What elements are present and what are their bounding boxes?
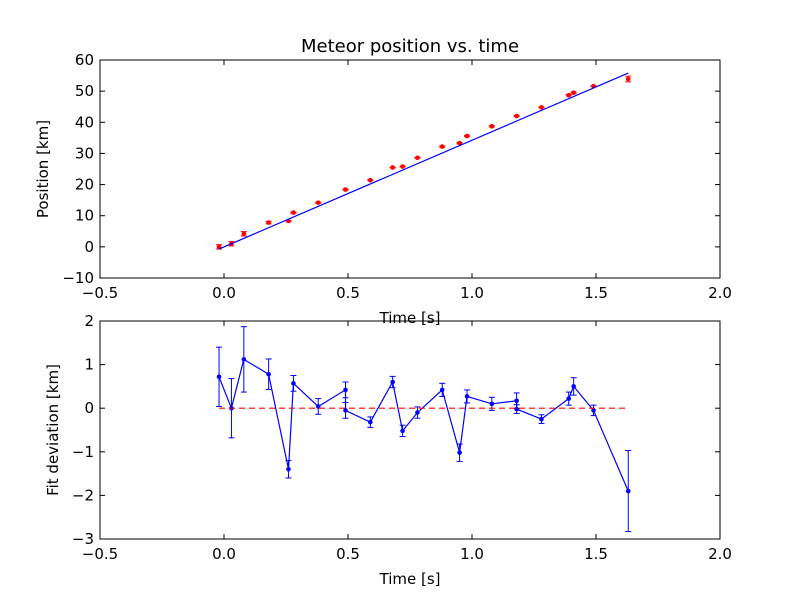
position-point (514, 113, 519, 119)
deviation-point (216, 374, 222, 380)
position-point (315, 200, 321, 205)
deviation-point (464, 394, 470, 399)
position-point (343, 187, 348, 192)
deviation-point (400, 428, 405, 434)
position-point (368, 177, 373, 183)
deviation-line (218, 358, 629, 492)
deviation-point (266, 371, 271, 377)
deviation-point (514, 398, 519, 404)
position-point (439, 144, 445, 149)
deviation-point (343, 387, 348, 393)
position-chart-x-label: Time [s] (379, 309, 441, 327)
deviation-chart-plot-area (216, 326, 632, 533)
deviation-point (439, 387, 445, 393)
position-point (415, 155, 420, 161)
position-chart: Meteor position vs. time −0.5 0.0 0.5 1.0 1.… (34, 36, 732, 327)
position-point (400, 164, 405, 169)
position-chart-x-ticks: −0.5 0.0 0.5 1.0 1.5 2.0 (82, 60, 732, 302)
deviation-chart-y-label: Fit deviation [km] (44, 364, 62, 496)
deviation-point (368, 419, 373, 425)
deviation-point (571, 384, 576, 389)
position-point (464, 133, 470, 139)
position-chart-y-tick-label: 0 (84, 238, 94, 256)
position-chart-y-tick-label: −10 (62, 269, 94, 287)
deviation-point (539, 416, 544, 422)
position-chart-y-label: Position [km] (34, 120, 52, 218)
deviation-point (514, 406, 519, 412)
deviation-chart-y-tick-label: −2 (72, 486, 94, 504)
position-chart-title: Meteor position vs. time (301, 36, 519, 57)
deviation-point (457, 450, 462, 455)
position-chart-x-tick-label: 1.0 (460, 284, 484, 302)
deviation-point (625, 488, 631, 494)
position-point (266, 220, 271, 225)
position-chart-y-tick-label: 30 (75, 144, 94, 162)
deviation-chart-x-tick-label: 0.5 (336, 545, 360, 563)
deviation-chart: −0.5 0.0 0.5 1.0 1.5 2.0 −3 −2 −1 0 1 2 Time [s] F… (44, 312, 732, 588)
position-point (291, 210, 296, 215)
position-chart-y-tick-label: 50 (75, 82, 94, 100)
deviation-point (415, 410, 420, 415)
position-chart-y-tick-label: 10 (75, 207, 94, 225)
deviation-chart-x-label: Time [s] (379, 570, 441, 588)
deviation-chart-x-tick-label: 2.0 (708, 545, 732, 563)
deviation-point (566, 396, 572, 401)
deviation-point (291, 381, 296, 386)
deviation-point (286, 466, 291, 472)
position-point (625, 76, 631, 82)
deviation-chart-x-tick-label: −0.5 (82, 545, 118, 563)
position-point (390, 165, 395, 170)
deviation-chart-frame (99, 320, 721, 540)
deviation-point (489, 401, 495, 407)
position-point (571, 90, 576, 95)
position-chart-x-tick-label: 0.0 (212, 284, 236, 302)
position-point (457, 140, 462, 146)
deviation-point (241, 357, 247, 362)
deviation-point (343, 408, 348, 413)
position-point (566, 92, 572, 98)
deviation-chart-y-tick-label: 1 (84, 356, 94, 374)
deviation-chart-x-tick-label: 1.5 (584, 545, 608, 563)
position-chart-y-tick-label: 20 (75, 176, 94, 194)
deviation-chart-y-ticks: −3 −2 −1 0 1 2 (72, 312, 720, 548)
position-chart-x-tick-label: 0.5 (336, 284, 360, 302)
deviation-point (390, 379, 395, 385)
deviation-chart-y-tick-label: 0 (84, 399, 94, 417)
position-chart-frame (99, 59, 721, 279)
position-point (539, 105, 544, 110)
position-chart-y-ticks: −10 0 10 20 30 40 50 60 (62, 51, 720, 287)
position-point (489, 124, 495, 129)
position-chart-x-tick-label: 1.5 (584, 284, 608, 302)
deviation-chart-x-ticks: −0.5 0.0 0.5 1.0 1.5 2.0 (82, 321, 732, 563)
position-chart-x-tick-label: −0.5 (82, 284, 118, 302)
deviation-point (591, 408, 596, 413)
fit-line (218, 72, 629, 250)
position-chart-y-tick-label: 40 (75, 113, 94, 131)
deviation-chart-y-tick-label: −1 (72, 443, 94, 461)
deviation-chart-x-tick-label: 1.0 (460, 545, 484, 563)
deviation-chart-x-tick-label: 0.0 (212, 545, 236, 563)
deviation-chart-y-tick-label: −3 (72, 530, 94, 548)
position-point (241, 231, 247, 237)
deviation-chart-y-tick-label: 2 (84, 312, 94, 330)
position-chart-plot-area (216, 72, 632, 250)
position-chart-x-tick-label: 2.0 (708, 284, 732, 302)
position-chart-y-tick-label: 60 (75, 51, 94, 69)
